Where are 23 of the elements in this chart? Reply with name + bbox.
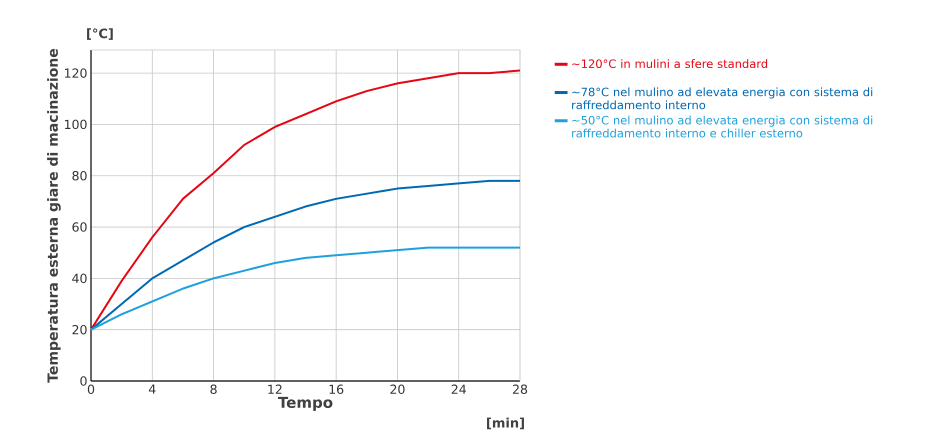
y-axis-title: Temperatura esterna giare di macinazione xyxy=(47,48,61,383)
legend-label: ~50°C nel mulino ad elevata energia con sistema di raffreddamento interno e chiller esterno xyxy=(572,116,872,138)
x-tick-label: 24 xyxy=(452,384,466,394)
text: [°C] xyxy=(87,28,113,40)
legend-label: ~120°C in mulini a sfere standard xyxy=(572,59,768,68)
x-tick-label: 0 xyxy=(88,384,94,394)
y-tick-label: 80 xyxy=(72,170,87,180)
x-axis-title: Tempo xyxy=(278,396,332,411)
text: [min] xyxy=(487,418,524,430)
y-tick-label: 60 xyxy=(72,222,87,232)
y-tick-label: 40 xyxy=(72,274,87,284)
legend-label: ~78°C nel mulino ad elevata energia con sistema di raffreddamento interno xyxy=(572,87,872,110)
y-tick-label: 0 xyxy=(80,376,87,386)
x-tick-label: 12 xyxy=(268,384,282,394)
x-tick-label: 4 xyxy=(148,384,156,394)
y-tick-label: 120 xyxy=(64,68,87,78)
line-series xyxy=(90,70,522,331)
y-tick-label: 100 xyxy=(64,120,87,130)
x-tick-label: 20 xyxy=(390,384,405,394)
x-tick-label: 8 xyxy=(210,384,217,394)
x-tick-label: 16 xyxy=(330,384,344,394)
y-tick-label: 20 xyxy=(72,324,87,334)
x-tick-label: 28 xyxy=(512,384,528,394)
